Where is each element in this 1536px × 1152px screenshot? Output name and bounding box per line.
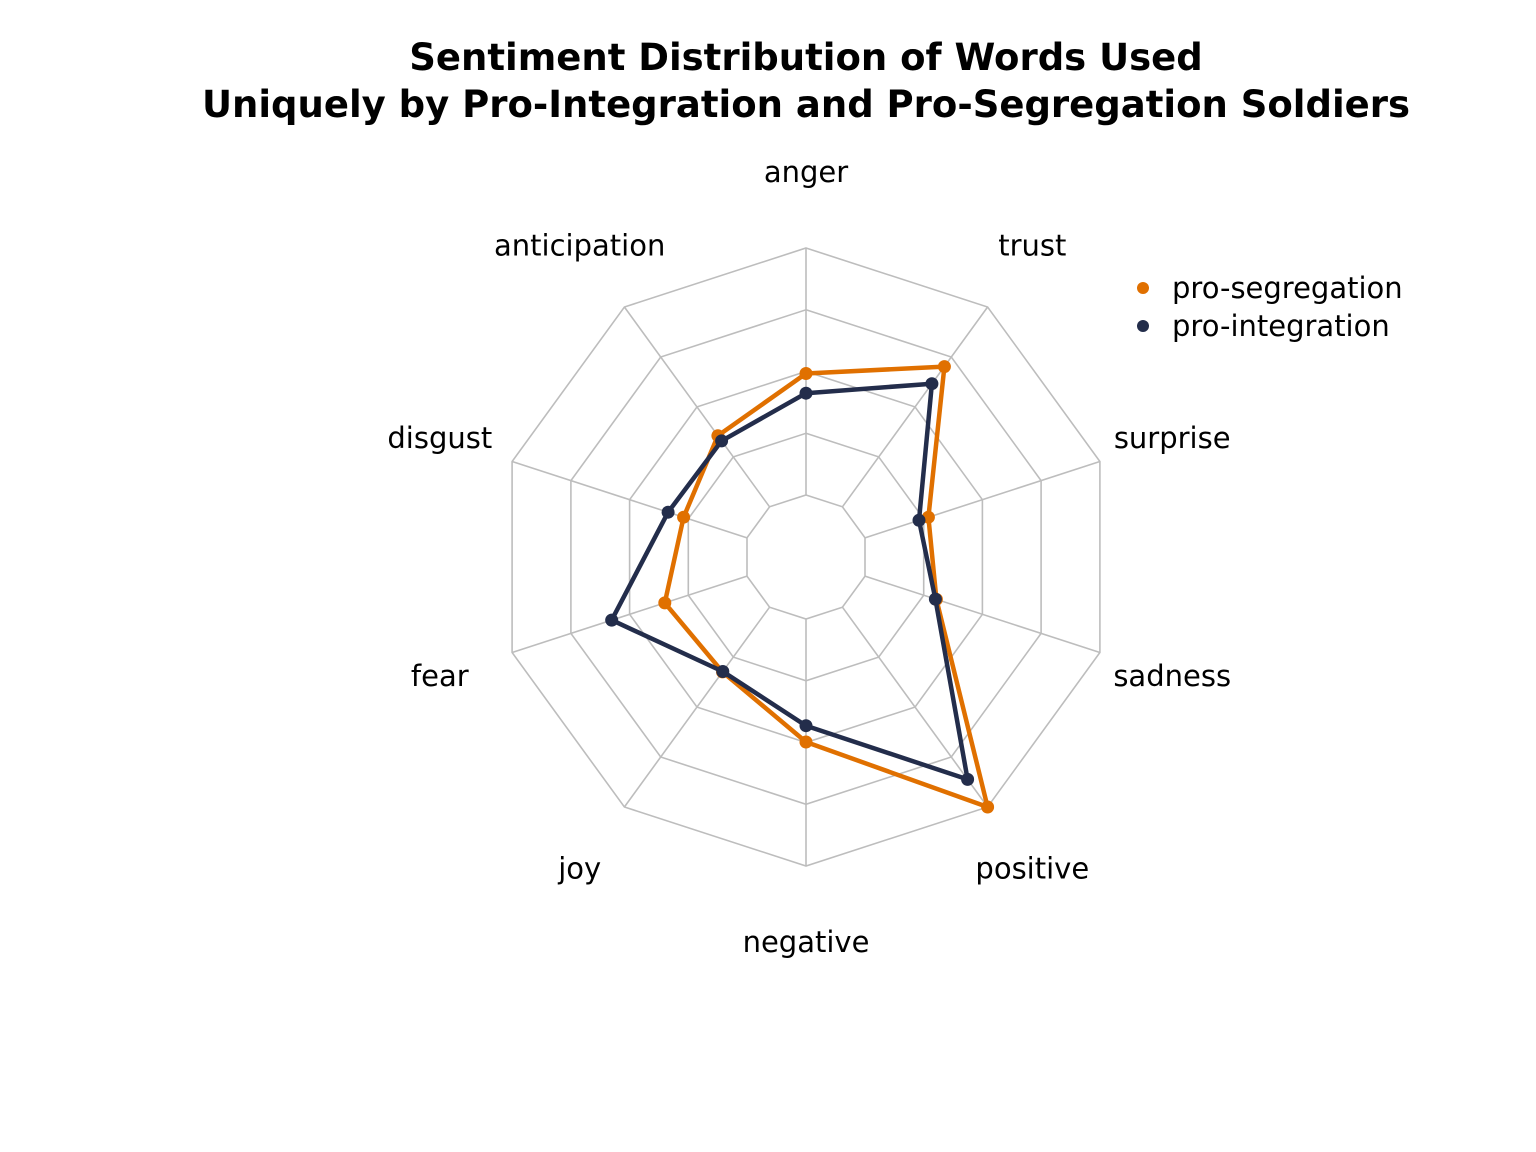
data-point-trust <box>937 360 951 374</box>
series-layer <box>605 360 995 814</box>
axis-label-joy: joy <box>557 852 601 886</box>
grid-spoke <box>841 306 989 508</box>
data-point-anger <box>799 367 813 380</box>
data-point-sadness <box>928 592 942 606</box>
chart-title: Sentiment Distribution of Words Used Uni… <box>0 34 1536 128</box>
data-point-joy <box>716 665 730 678</box>
series-pro-integration <box>605 377 975 786</box>
axis-labels: anger trust surprise sadness positive negativ… <box>387 155 1231 959</box>
grid-spoke <box>864 460 1101 539</box>
data-point-anger <box>799 386 813 400</box>
chart-title-line1: Sentiment Distribution of Words Used <box>409 36 1203 79</box>
data-point-positive <box>981 800 995 814</box>
legend-marker <box>1137 282 1149 294</box>
data-point-disgust <box>661 505 675 519</box>
legend-label: pro-segregation <box>1172 271 1403 305</box>
grid-spoke <box>511 575 748 654</box>
axis-label-negative: negative <box>743 925 870 959</box>
data-point-negative <box>799 719 813 733</box>
axis-label-anticipation: anticipation <box>494 229 665 263</box>
data-point-disgust <box>677 510 691 524</box>
legend-marker <box>1137 320 1149 332</box>
axis-label-surprise: surprise <box>1114 421 1231 455</box>
grid-spoke <box>623 306 771 508</box>
data-point-trust <box>925 377 939 391</box>
axis-label-disgust: disgust <box>387 421 492 455</box>
chart-title-line2: Uniquely by Pro-Integration and Pro-Segr… <box>201 83 1411 126</box>
grid-spoke <box>623 606 771 808</box>
data-point-fear <box>658 596 672 610</box>
axis-label-sadness: sadness <box>1113 659 1231 693</box>
data-point-negative <box>799 735 813 749</box>
legend-label: pro-integration <box>1172 309 1390 343</box>
data-point-positive <box>961 772 975 786</box>
data-point-anticipation <box>715 434 729 448</box>
axis-label-trust: trust <box>998 229 1066 263</box>
series-line <box>609 381 970 782</box>
axis-label-fear: fear <box>411 659 469 693</box>
grid-spoke <box>841 606 989 808</box>
grid-spoke <box>511 460 748 539</box>
axis-label-positive: positive <box>975 852 1089 886</box>
data-point-surprise <box>912 513 926 527</box>
grid-ring <box>746 494 866 620</box>
axis-label-anger: anger <box>764 155 848 189</box>
radar-grid <box>511 247 1101 867</box>
series-pro-segregation <box>658 360 995 814</box>
grid-spoke <box>864 575 1101 654</box>
data-point-fear <box>605 613 619 627</box>
legend: pro-segregation pro-integration <box>1137 271 1403 343</box>
